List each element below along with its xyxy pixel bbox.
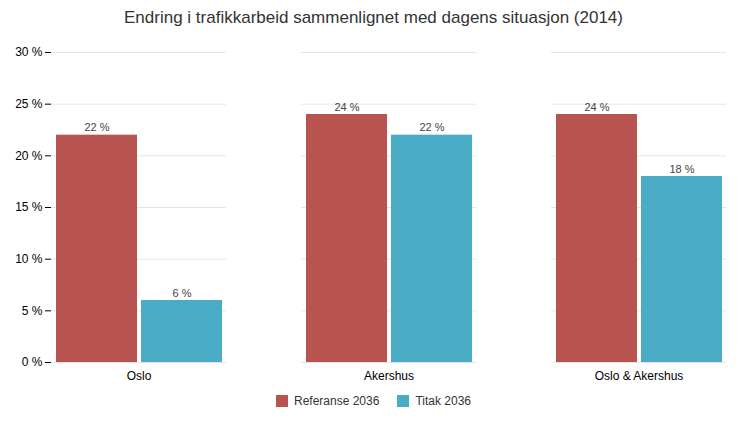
svg-text:18 %: 18 % bbox=[669, 163, 694, 175]
svg-text:30 %: 30 % bbox=[15, 45, 43, 59]
html-text:Titak 2036: Titak 2036 bbox=[415, 394, 471, 408]
svg-text:Oslo & Akershus: Oslo & Akershus bbox=[595, 369, 684, 383]
svg-text:6 %: 6 % bbox=[173, 287, 192, 299]
svg-text:22 %: 22 % bbox=[84, 121, 109, 133]
svg-text:24 %: 24 % bbox=[584, 101, 609, 113]
svg-text:22 %: 22 % bbox=[419, 121, 444, 133]
html-text:Referanse 2036: Referanse 2036 bbox=[294, 394, 380, 408]
svg-text:10 %: 10 % bbox=[15, 252, 43, 266]
svg-text:5 %: 5 % bbox=[22, 304, 43, 318]
svg-text:20 %: 20 % bbox=[15, 149, 43, 163]
svg-text:25 %: 25 % bbox=[15, 97, 43, 111]
svg-text:Akershus: Akershus bbox=[364, 369, 414, 383]
svg-text:15 %: 15 % bbox=[15, 200, 43, 214]
svg-text:Oslo: Oslo bbox=[127, 369, 152, 383]
svg-text:0 %: 0 % bbox=[22, 355, 43, 369]
html-text:Endring i trafikkarbeid sammen: Endring i trafikkarbeid sammenlignet med… bbox=[124, 8, 623, 27]
svg-text:24 %: 24 % bbox=[334, 101, 359, 113]
